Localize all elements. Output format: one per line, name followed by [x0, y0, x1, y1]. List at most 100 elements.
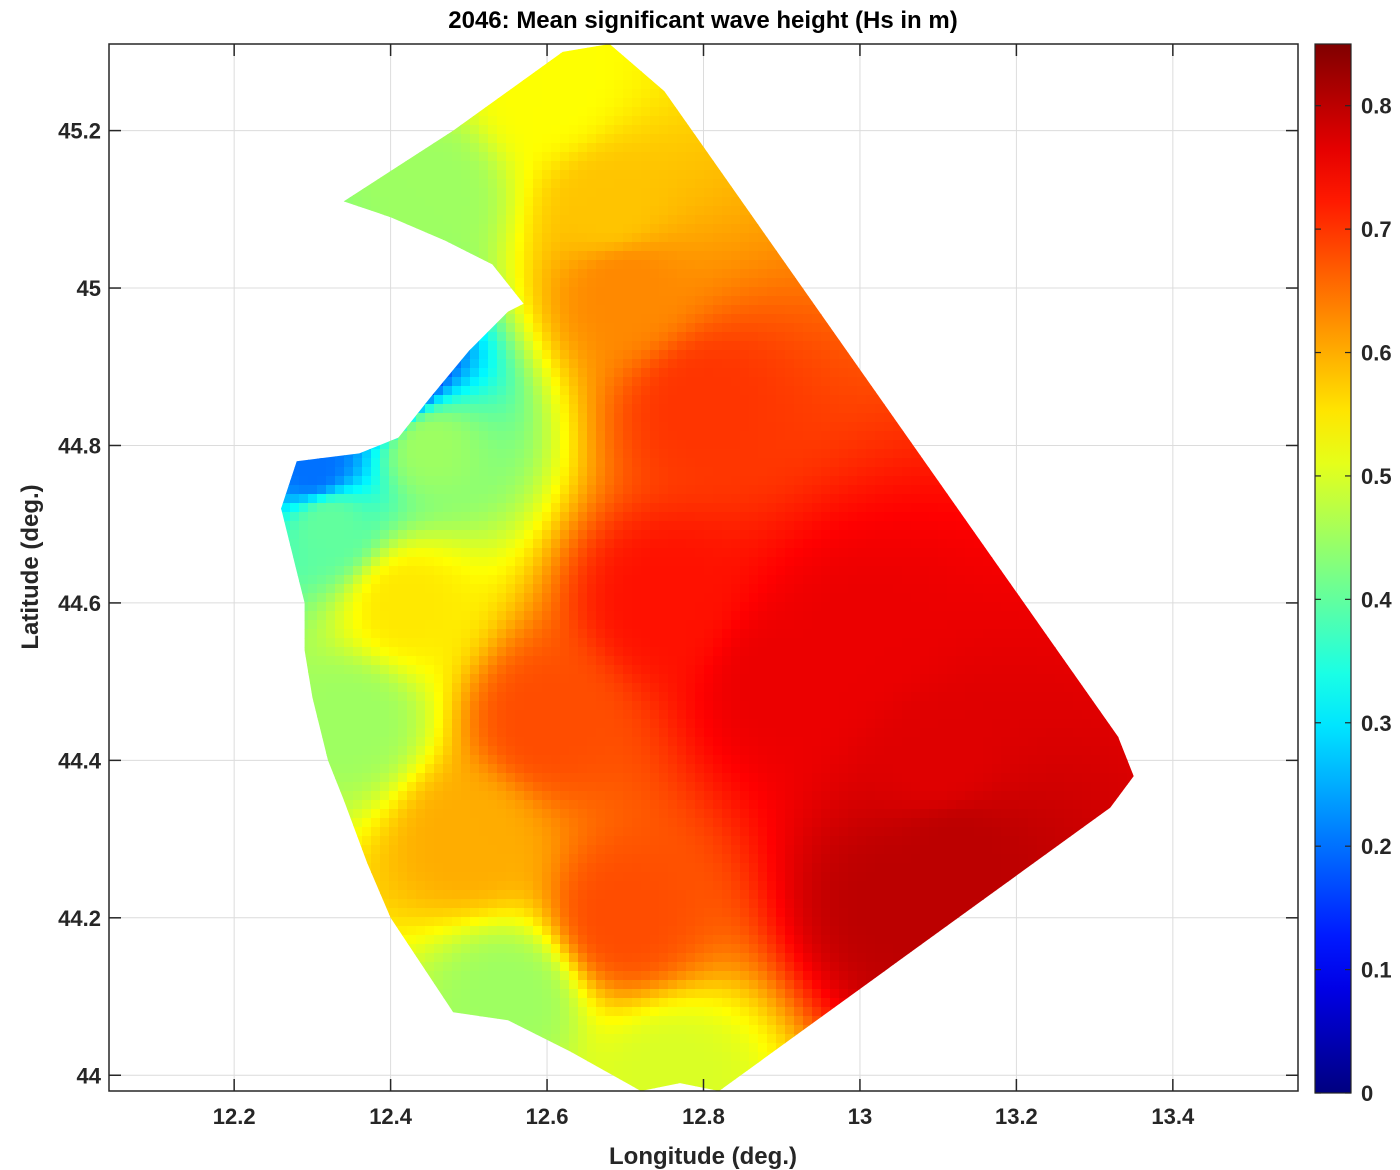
wave-field-cell [398, 449, 408, 459]
wave-field-cell [740, 278, 750, 288]
wave-field-cell [479, 476, 489, 486]
wave-field-cell [776, 278, 786, 288]
wave-field-cell [569, 233, 579, 243]
wave-field-cell [578, 242, 588, 252]
wave-field-cell [506, 188, 516, 198]
wave-field-cell [497, 422, 507, 432]
wave-field-cell [695, 467, 705, 477]
wave-field-cell [812, 485, 822, 495]
wave-field-cell [407, 458, 417, 468]
wave-field-cell [623, 404, 633, 414]
wave-field-cell [632, 233, 642, 243]
wave-field-cell [713, 278, 723, 288]
wave-field-cell [542, 107, 552, 117]
wave-field-cell [488, 215, 498, 225]
wave-field-cell [497, 458, 507, 468]
wave-field-cell [389, 467, 399, 477]
wave-field-cell [695, 431, 705, 441]
wave-field-cell [776, 359, 786, 369]
wave-field-cell [560, 98, 570, 108]
wave-field-cell [524, 152, 534, 162]
wave-field-cell [578, 125, 588, 135]
wave-field-cell [758, 242, 768, 252]
wave-field-cell [731, 368, 741, 378]
wave-field-cell [884, 458, 894, 468]
wave-field-cell [452, 404, 462, 414]
wave-field-cell [803, 296, 813, 306]
wave-field-cell [497, 215, 507, 225]
wave-field-cell [650, 125, 660, 135]
wave-field-cell [641, 314, 651, 324]
wave-field-cell [461, 431, 471, 441]
wave-field-cell [893, 422, 903, 432]
wave-field-cell [470, 449, 480, 459]
wave-field-cell [353, 476, 363, 486]
wave-field-cell [542, 98, 552, 108]
wave-field-cell [515, 44, 525, 45]
wave-field-cell [848, 386, 858, 396]
wave-field-cell [641, 161, 651, 171]
wave-field-cell [803, 377, 813, 387]
wave-field-cell [362, 197, 372, 207]
wave-field-cell [398, 170, 408, 180]
wave-field-cell [515, 116, 525, 126]
wave-field-cell [659, 386, 669, 396]
wave-field-cell [695, 188, 705, 198]
wave-field-cell [605, 161, 615, 171]
wave-field-cell [515, 476, 525, 486]
wave-field-cell [632, 296, 642, 306]
wave-field-cell [677, 377, 687, 387]
wave-field-cell [830, 413, 840, 423]
wave-field-cell [632, 269, 642, 279]
wave-field-cell [542, 494, 552, 504]
wave-field-cell [326, 494, 336, 504]
wave-field-cell [380, 44, 390, 45]
wave-field-cell [794, 386, 804, 396]
wave-field-cell [497, 314, 507, 324]
wave-field-cell [857, 404, 867, 414]
wave-field-cell [875, 458, 885, 468]
wave-field-cell [542, 440, 552, 450]
wave-field-cell [587, 305, 597, 315]
wave-field-cell [866, 422, 876, 432]
wave-field-cell [866, 431, 876, 441]
wave-field-cell [425, 476, 435, 486]
wave-field-cell [560, 224, 570, 234]
wave-field-cell [641, 332, 651, 342]
wave-field-cell [560, 350, 570, 360]
wave-field-cell [488, 431, 498, 441]
wave-field-cell [569, 458, 579, 468]
wave-field-cell [830, 395, 840, 405]
wave-field-cell [731, 458, 741, 468]
wave-field-cell [668, 269, 678, 279]
wave-field-cell [524, 98, 534, 108]
wave-field-cell [740, 332, 750, 342]
wave-field-cell [614, 260, 624, 270]
wave-field-cell [479, 116, 489, 126]
wave-field-cell [722, 323, 732, 333]
wave-field-cell [578, 431, 588, 441]
wave-field-cell [803, 332, 813, 342]
wave-field-cell [551, 197, 561, 207]
wave-field-cell [542, 476, 552, 486]
wave-field-cell [308, 467, 318, 477]
wave-field-cell [821, 467, 831, 477]
wave-field-cell [578, 224, 588, 234]
wave-field-cell [587, 422, 597, 432]
wave-field-cell [668, 467, 678, 477]
wave-field-cell [659, 107, 669, 117]
wave-field-cell [488, 359, 498, 369]
wave-field-cell [497, 323, 507, 333]
wave-field-cell [542, 278, 552, 288]
wave-field-cell [641, 116, 651, 126]
wave-field-cell [596, 404, 606, 414]
wave-field-cell [623, 89, 633, 99]
wave-field-cell [740, 458, 750, 468]
wave-field-cell [389, 440, 399, 450]
wave-field-cell [551, 116, 561, 126]
wave-field-cell [632, 422, 642, 432]
wave-field-cell [731, 197, 741, 207]
wave-field-cell [578, 287, 588, 297]
wave-field-cell [470, 485, 480, 495]
